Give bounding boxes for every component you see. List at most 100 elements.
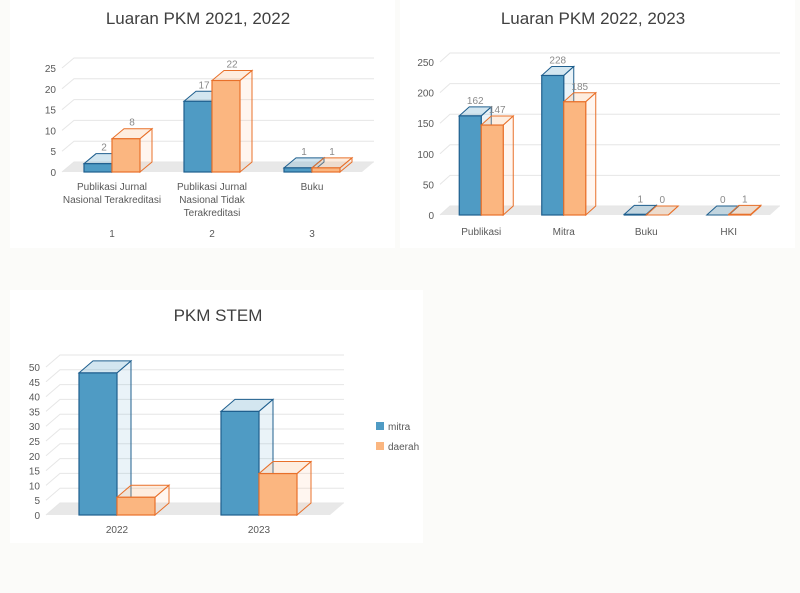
bar-side bbox=[585, 91, 597, 217]
gridline bbox=[45, 354, 344, 368]
secondary-category-label: 2 bbox=[209, 229, 215, 240]
bar bbox=[110, 127, 154, 174]
data-label: 0 bbox=[720, 195, 726, 206]
category-label: Publikasi Jurnal bbox=[177, 182, 247, 193]
gridline bbox=[439, 144, 780, 155]
data-label: 147 bbox=[489, 105, 506, 116]
data-label: 185 bbox=[571, 82, 588, 93]
y-tick-label: 20 bbox=[29, 452, 41, 463]
y-tick-label: 100 bbox=[417, 150, 434, 161]
gridline bbox=[45, 369, 344, 383]
bar-front bbox=[183, 100, 213, 173]
bar-front bbox=[563, 101, 587, 216]
y-tick-label: 50 bbox=[423, 180, 435, 191]
chart-luaran-2021-2022: Luaran PKM 2021, 2022 0 5 10 15 20 25 2 8 Publika… bbox=[45, 9, 374, 240]
y-tick-label: 200 bbox=[417, 89, 434, 100]
bar-front bbox=[78, 372, 118, 516]
chart-panel-pkm-stem: PKM STEM 0 5 10 15 20 25 30 35 40 45 50 2022 2023 mitr… bbox=[10, 290, 423, 543]
bar-front bbox=[480, 124, 504, 216]
y-tick-label: 15 bbox=[45, 106, 57, 117]
category-label: Mitra bbox=[553, 227, 576, 238]
bar bbox=[210, 69, 254, 174]
gridline bbox=[61, 119, 374, 131]
y-tick-label: 10 bbox=[45, 126, 57, 137]
gridline bbox=[439, 83, 780, 93]
data-label: 8 bbox=[129, 118, 135, 129]
y-tick-label: 25 bbox=[29, 437, 41, 448]
y-tick-label: 0 bbox=[34, 511, 40, 522]
category-label: Publikasi Jurnal bbox=[77, 182, 147, 193]
chart-floor bbox=[440, 206, 780, 215]
bar-front bbox=[111, 138, 141, 173]
bar-front bbox=[623, 213, 647, 216]
data-label: 162 bbox=[467, 96, 484, 107]
y-tick-label: 250 bbox=[417, 58, 434, 69]
bar bbox=[644, 205, 680, 216]
y-tick-label: 40 bbox=[29, 393, 41, 404]
y-tick-label: 50 bbox=[29, 363, 41, 374]
y-tick-label: 5 bbox=[34, 496, 40, 507]
data-label: 0 bbox=[659, 195, 665, 206]
gridline bbox=[61, 78, 374, 90]
bar bbox=[727, 204, 763, 217]
category-label: Nasional Terakreditasi bbox=[63, 195, 161, 206]
gridline bbox=[61, 140, 374, 152]
bar-front bbox=[458, 115, 482, 216]
y-tick-label: 150 bbox=[417, 119, 434, 130]
y-tick-label: 0 bbox=[50, 168, 56, 179]
chart-luaran-2022-2023: Luaran PKM 2022, 20230501001502002501621… bbox=[417, 9, 780, 238]
bar bbox=[257, 460, 313, 517]
y-tick-label: 30 bbox=[29, 422, 41, 433]
data-label: 1 bbox=[329, 147, 335, 158]
y-tick-label: 20 bbox=[45, 85, 57, 96]
y-tick-label: 15 bbox=[29, 467, 41, 478]
legend-swatch bbox=[376, 442, 384, 450]
chart-title: Luaran PKM 2021, 2022 bbox=[106, 9, 290, 28]
category-label: Buku bbox=[635, 227, 658, 238]
bar-front bbox=[211, 79, 241, 173]
bar-front bbox=[220, 410, 260, 516]
category-label: 2022 bbox=[106, 525, 129, 536]
gridline bbox=[61, 161, 374, 173]
y-tick-label: 5 bbox=[50, 147, 56, 158]
bar bbox=[115, 484, 171, 517]
y-tick-label: 45 bbox=[29, 378, 41, 389]
gridline bbox=[61, 57, 374, 69]
chart-title: PKM STEM bbox=[174, 306, 263, 325]
legend-label: daerah bbox=[388, 442, 419, 453]
data-label: 22 bbox=[226, 59, 238, 70]
secondary-category-label: 3 bbox=[309, 229, 315, 240]
gridline bbox=[45, 384, 344, 397]
legend-label: mitra bbox=[388, 422, 411, 433]
gridline bbox=[61, 99, 374, 110]
bar bbox=[562, 91, 598, 217]
gridline bbox=[439, 113, 780, 124]
data-label: 1 bbox=[742, 194, 748, 205]
bar-side bbox=[239, 69, 253, 174]
chart-panel-luaran-2021-2022: Luaran PKM 2021, 2022 0 5 10 15 20 25 2 8 Publika… bbox=[10, 0, 395, 248]
bar-front bbox=[728, 213, 752, 216]
gridline bbox=[439, 52, 780, 63]
chart-title: Luaran PKM 2022, 2023 bbox=[501, 9, 685, 28]
chart-pkm-stem: PKM STEM 0 5 10 15 20 25 30 35 40 45 50 2022 2023 mitr… bbox=[29, 306, 419, 536]
bar bbox=[77, 359, 133, 517]
bar-side bbox=[502, 114, 514, 217]
bar bbox=[479, 114, 515, 217]
secondary-category-label: 1 bbox=[109, 229, 115, 240]
data-label: 1 bbox=[637, 194, 643, 205]
chart-panel-luaran-2022-2023: Luaran PKM 2022, 2023 0 50 100 150 200 250 162 1… bbox=[400, 0, 795, 248]
category-label: 2023 bbox=[248, 525, 271, 536]
category-label: HKI bbox=[720, 227, 737, 238]
gridline bbox=[439, 174, 780, 185]
category-label: Nasional Tidak bbox=[179, 195, 246, 206]
y-tick-label: 35 bbox=[29, 407, 41, 418]
y-tick-label: 0 bbox=[428, 211, 434, 222]
data-label: 1 bbox=[301, 147, 307, 158]
bar bbox=[310, 156, 354, 174]
bar-front bbox=[116, 496, 156, 516]
category-label: Publikasi bbox=[461, 227, 501, 238]
category-label: Terakreditasi bbox=[184, 208, 241, 219]
data-label: 2 bbox=[101, 143, 107, 154]
y-tick-label: 25 bbox=[45, 64, 57, 75]
